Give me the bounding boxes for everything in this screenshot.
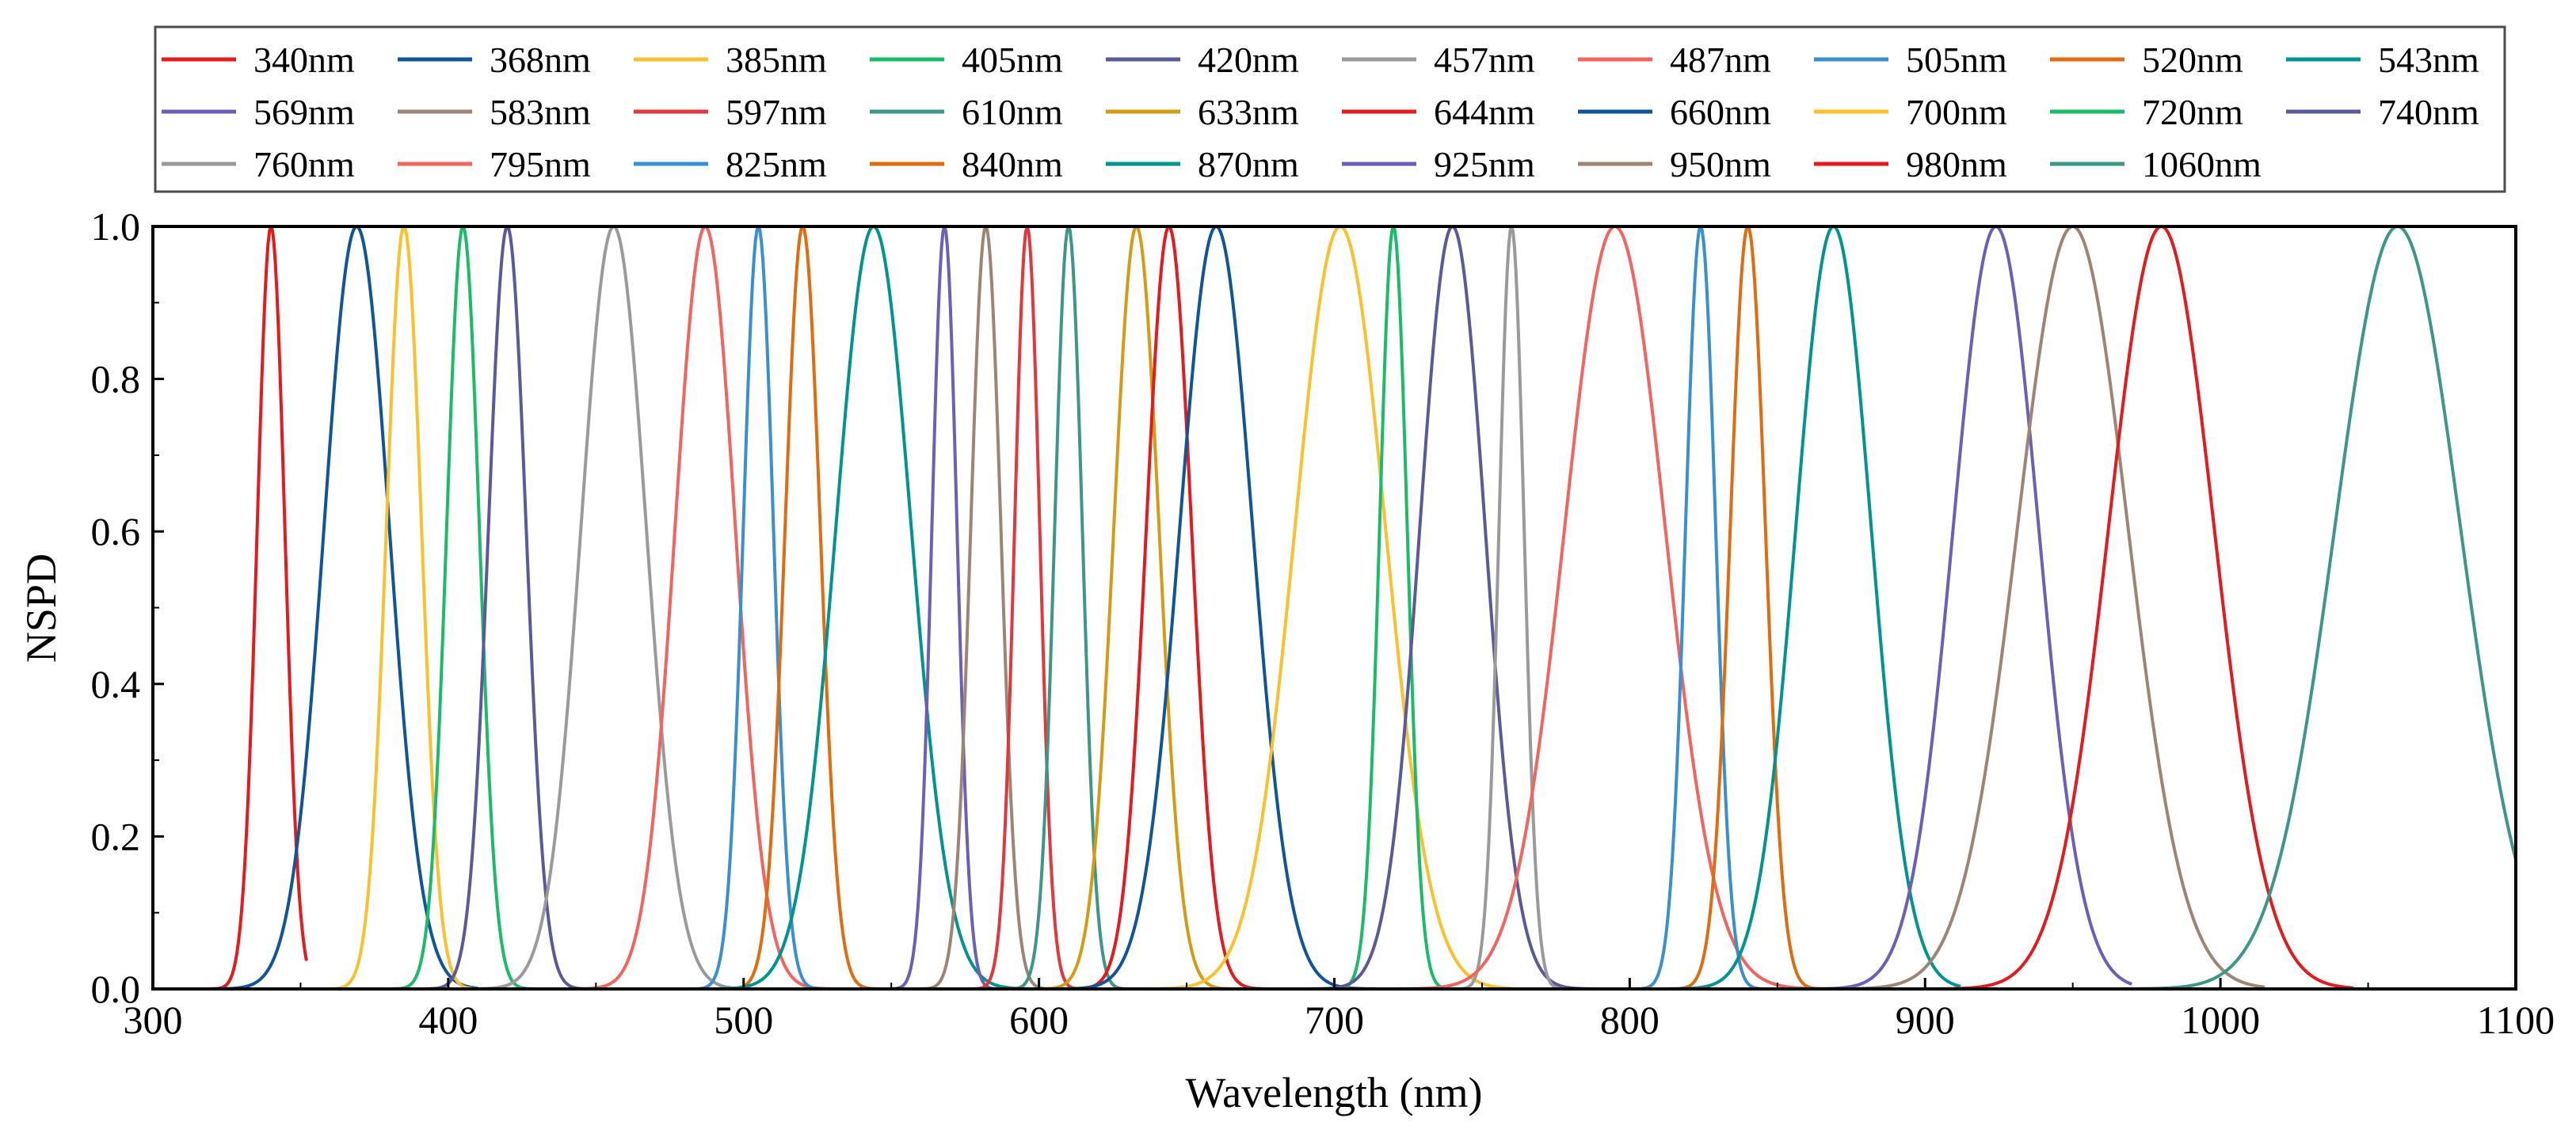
legend-label: 610nm: [962, 92, 1063, 132]
legend-label: 583nm: [490, 92, 591, 132]
legend-label: 700nm: [1906, 92, 2007, 132]
legend-label: 840nm: [962, 144, 1063, 184]
legend-label: 633nm: [1198, 92, 1299, 132]
legend-label: 740nm: [2378, 92, 2479, 132]
x-tick-label: 700: [1305, 998, 1364, 1042]
x-tick-label: 400: [418, 998, 478, 1042]
legend-entry: 760nm: [162, 144, 355, 184]
legend-label: 487nm: [1670, 40, 1771, 80]
x-tick-label: 600: [1009, 998, 1069, 1042]
legend-label: 1060nm: [2142, 144, 2262, 184]
legend-label: 420nm: [1198, 40, 1299, 80]
series-line-340nm: [155, 226, 308, 989]
series-line-825nm: [1614, 226, 1822, 989]
legend-label: 760nm: [253, 144, 355, 184]
y-axis-ticks: 0.0 0.2 0.4 0.6 0.8 1.0: [91, 204, 164, 1011]
legend-entry: 633nm: [1106, 92, 1299, 132]
x-tick-label: 900: [1896, 998, 1955, 1042]
legend-label: 925nm: [1434, 144, 1535, 184]
series-line-487nm: [566, 226, 844, 989]
legend-entry: 980nm: [1814, 144, 2007, 184]
series-line-405nm: [336, 226, 596, 989]
legend-label: 950nm: [1670, 144, 1771, 184]
legend-entry: 720nm: [2050, 92, 2243, 132]
legend-entry: 583nm: [398, 92, 591, 132]
legend-label: 457nm: [1434, 40, 1535, 80]
legend-entry: 700nm: [1814, 92, 2007, 132]
legend-entry: 543nm: [2286, 40, 2479, 80]
legend-entry: 385nm: [634, 40, 827, 80]
x-tick-label: 1000: [2181, 998, 2260, 1042]
series-line-925nm: [1806, 226, 2132, 989]
series-line-583nm: [861, 226, 1113, 989]
legend-label: 385nm: [726, 40, 827, 80]
legend-label: 597nm: [726, 92, 827, 132]
series-line-569nm: [820, 226, 1054, 989]
legend-entry: 457nm: [1342, 40, 1535, 80]
legend-entry: 825nm: [634, 144, 827, 184]
legend-entry: 644nm: [1342, 92, 1535, 132]
legend-entry: 505nm: [1814, 40, 2007, 80]
legend-label: 870nm: [1198, 144, 1299, 184]
legend-entry: 420nm: [1106, 40, 1299, 80]
x-tick-label: 800: [1600, 998, 1660, 1042]
legend-entry: 870nm: [1106, 144, 1299, 184]
series-line-597nm: [905, 226, 1152, 989]
legend-entry: 597nm: [634, 92, 827, 132]
legend-entry: 487nm: [1578, 40, 1771, 80]
legend-label: 980nm: [1906, 144, 2007, 184]
legend-label: 720nm: [2142, 92, 2243, 132]
legend-label: 569nm: [253, 92, 355, 132]
legend-entry: 840nm: [870, 144, 1063, 184]
legend-entry: 1060nm: [2050, 144, 2262, 184]
legend-entry: 520nm: [2050, 40, 2243, 80]
legend: 340nm 368nm 385nm 405nm 420nm 457nm 487nm 505nm…: [154, 25, 2506, 193]
x-tick-label: 500: [714, 998, 773, 1042]
legend-label: 405nm: [962, 40, 1063, 80]
legend-label: 520nm: [2142, 40, 2243, 80]
legend-label: 368nm: [490, 40, 591, 80]
plot-area: 300 400 500 600 700 800 900 1000 1100 0.00.20.40…: [91, 204, 2555, 1042]
y-tick-label: 0.8: [91, 357, 141, 401]
legend-entry: 340nm: [162, 40, 355, 80]
legend-label: 543nm: [2378, 40, 2479, 80]
legend-label: 340nm: [253, 40, 355, 80]
y-tick-label: 0.6: [91, 509, 141, 553]
x-tick-label: 1100: [2477, 998, 2555, 1042]
legend-entry: 925nm: [1342, 144, 1535, 184]
series-line-950nm: [1703, 226, 2265, 989]
legend-label: 660nm: [1670, 92, 1771, 132]
y-axis-label: NSPD: [17, 553, 65, 663]
series-line-980nm: [1792, 226, 2354, 989]
legend-entry: 368nm: [398, 40, 591, 80]
legend-label: 505nm: [1906, 40, 2007, 80]
legend-entry: 569nm: [162, 92, 355, 132]
legend-label: 644nm: [1434, 92, 1535, 132]
legend-entries: 340nm 368nm 385nm 405nm 420nm 457nm 487nm 505nm…: [162, 40, 2479, 184]
legend-entry: 660nm: [1578, 92, 1771, 132]
y-tick-label: 0.4: [91, 662, 141, 706]
x-tick-label: 300: [124, 998, 183, 1042]
series-line-610nm: [935, 226, 1187, 989]
y-tick-label: 0.2: [91, 814, 141, 858]
x-axis-label: Wavelength (nm): [1185, 1069, 1482, 1116]
legend-label: 825nm: [726, 144, 827, 184]
legend-entry: 740nm: [2286, 92, 2479, 132]
legend-entry: 795nm: [398, 144, 591, 184]
legend-label: 795nm: [490, 144, 591, 184]
legend-entry: 950nm: [1578, 144, 1771, 184]
x-axis-ticks: 300 400 500 600 700 800 900 1000 1100: [124, 978, 2555, 1042]
y-tick-label: 0.0: [91, 967, 141, 1011]
legend-entry: 610nm: [870, 92, 1063, 132]
legend-entry: 405nm: [870, 40, 1063, 80]
y-tick-label: 1.0: [91, 204, 141, 249]
